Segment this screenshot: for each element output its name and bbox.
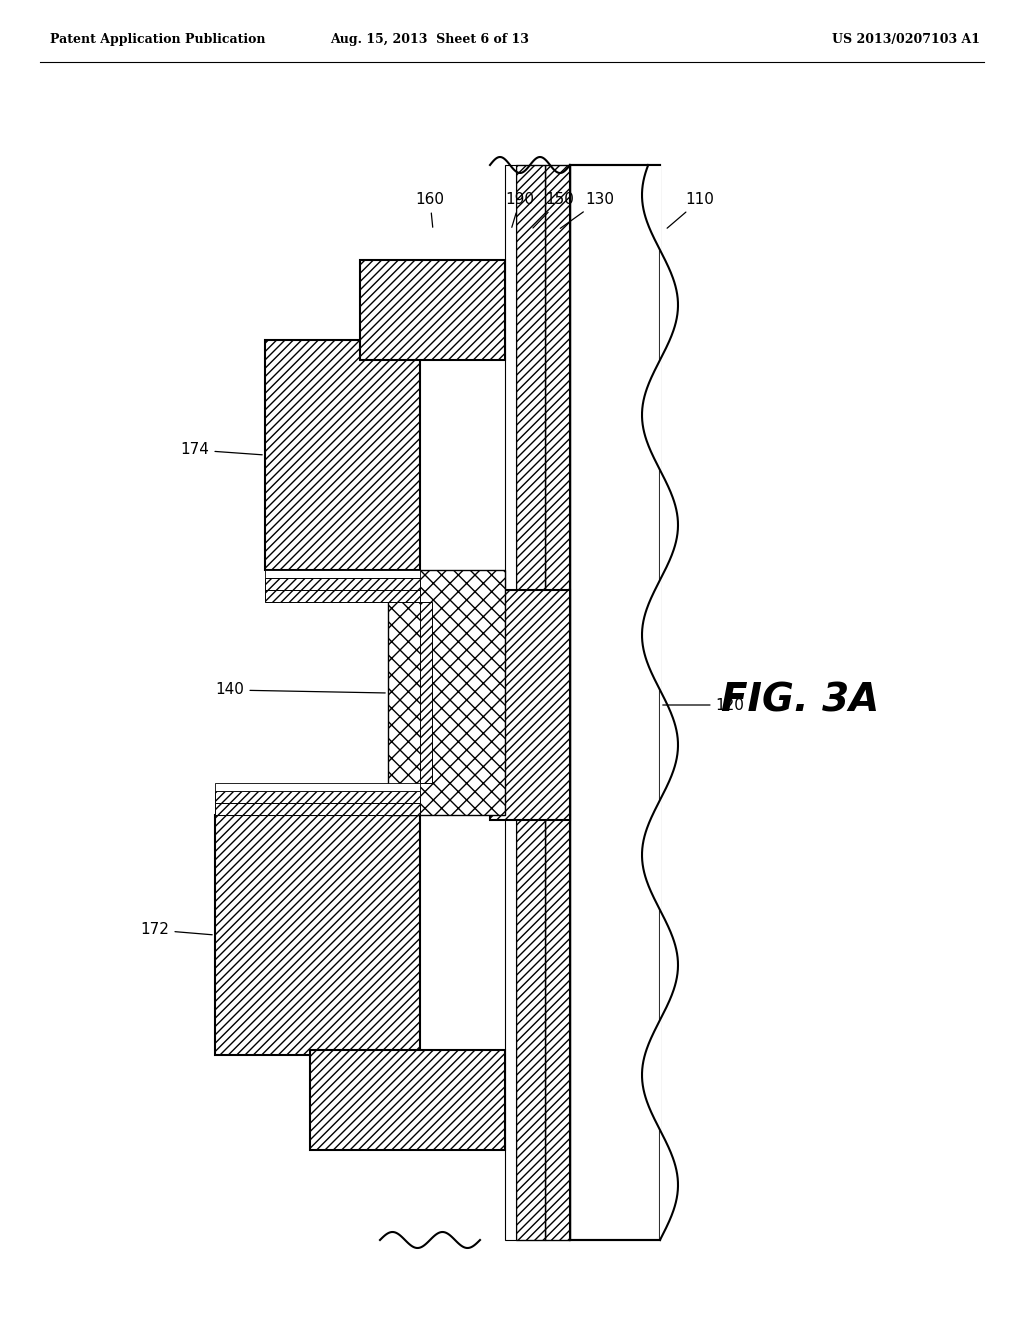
- Text: 174: 174: [180, 442, 262, 458]
- Bar: [516, 165, 545, 1239]
- Text: 140: 140: [216, 682, 385, 697]
- Text: 120: 120: [663, 697, 744, 713]
- Text: US 2013/0207103 A1: US 2013/0207103 A1: [831, 33, 980, 46]
- Bar: [420, 602, 432, 783]
- Text: 150: 150: [532, 193, 574, 228]
- Text: Patent Application Publication: Patent Application Publication: [50, 33, 265, 46]
- Bar: [215, 791, 420, 803]
- Bar: [265, 341, 420, 570]
- Bar: [215, 783, 420, 791]
- Bar: [545, 165, 570, 1239]
- Bar: [265, 590, 420, 602]
- Text: 130: 130: [560, 193, 614, 228]
- Text: 172: 172: [140, 923, 212, 937]
- Bar: [360, 260, 505, 360]
- Bar: [215, 803, 420, 814]
- Text: 160: 160: [416, 193, 444, 227]
- Text: 190: 190: [506, 193, 535, 227]
- Bar: [215, 814, 420, 1055]
- Bar: [265, 578, 420, 590]
- Bar: [505, 165, 516, 1239]
- Bar: [570, 165, 660, 1239]
- Bar: [265, 570, 420, 578]
- Bar: [388, 570, 505, 814]
- Text: 110: 110: [667, 193, 715, 228]
- Text: FIG. 3A: FIG. 3A: [721, 681, 880, 719]
- Bar: [310, 1049, 505, 1150]
- Text: Aug. 15, 2013  Sheet 6 of 13: Aug. 15, 2013 Sheet 6 of 13: [331, 33, 529, 46]
- Bar: [490, 590, 570, 820]
